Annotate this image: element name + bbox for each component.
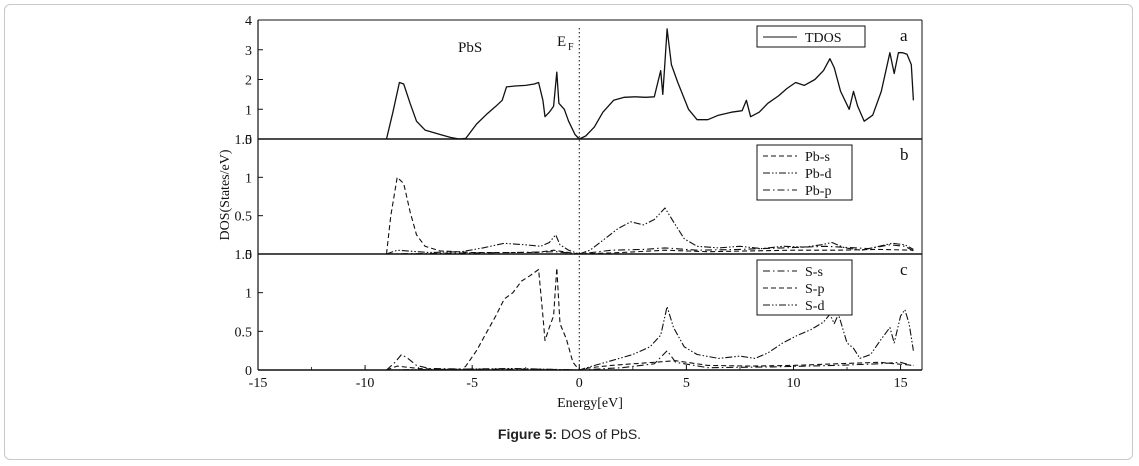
legend-label-tdos: TDOS xyxy=(805,31,842,46)
series-s-p-line xyxy=(386,267,914,371)
caption-text: DOS of PbS. xyxy=(557,426,642,442)
panel-a-label: a xyxy=(900,26,908,45)
legend-label-pb-d: Pb-d xyxy=(805,167,831,182)
x-tick-label: -10 xyxy=(356,376,375,391)
legend-a-box xyxy=(756,25,866,48)
y-tick-label: 0 xyxy=(245,364,252,379)
figure-caption: Figure 5: DOS of PbS. xyxy=(0,426,1139,442)
x-axis-label: Energy[eV] xyxy=(557,396,623,411)
x-tick-label: 10 xyxy=(786,376,800,391)
legend-label-s-s: S-s xyxy=(805,265,823,280)
annotation-pbs: PbS xyxy=(458,40,482,56)
legend-label-pb-p: Pb-p xyxy=(805,184,831,199)
y-tick-label: 1.5 xyxy=(235,248,253,263)
series-pb-d-line xyxy=(386,207,914,255)
series-pb-p-line xyxy=(386,244,914,255)
y-tick-label: 3 xyxy=(245,44,252,59)
x-tick-label: 15 xyxy=(894,376,908,391)
y-axis-label: DOS(States/eV) xyxy=(218,149,233,240)
y-tick-label: 1 xyxy=(245,287,252,302)
figure-frame xyxy=(4,4,1133,460)
y-tick-label: 1 xyxy=(245,171,252,186)
annotation-fermi-e: E xyxy=(557,34,566,50)
annotation-fermi-subscript: F xyxy=(568,42,574,53)
series-pb-s-line xyxy=(385,176,914,255)
legend-label-pb-s: Pb-s xyxy=(805,150,830,165)
panel-c-label: c xyxy=(900,260,908,279)
caption-label: Figure 5: xyxy=(497,426,558,442)
legend-label-s-d: S-d xyxy=(805,299,824,314)
x-tick-label: -5 xyxy=(466,376,478,391)
x-tick-label: 5 xyxy=(683,376,690,391)
y-tick-label: 0 xyxy=(245,248,252,263)
series-tdos-line xyxy=(385,28,915,140)
x-tick-label: 0 xyxy=(576,376,583,391)
y-tick-label: 0.5 xyxy=(235,325,253,340)
panel-b-label: b xyxy=(900,145,909,164)
y-tick-label: 2 xyxy=(245,74,252,89)
y-tick-label: 4 xyxy=(245,14,252,29)
series-s-d-line xyxy=(386,306,914,371)
y-tick-label: 1 xyxy=(245,103,252,118)
y-tick-label: 0.5 xyxy=(235,210,253,225)
y-tick-label: 1.5 xyxy=(235,133,253,148)
x-tick-label: -15 xyxy=(249,376,268,391)
y-tick-label: 0 xyxy=(245,133,252,148)
legend-label-s-p: S-p xyxy=(805,282,824,297)
series-s-s-line xyxy=(386,350,914,371)
